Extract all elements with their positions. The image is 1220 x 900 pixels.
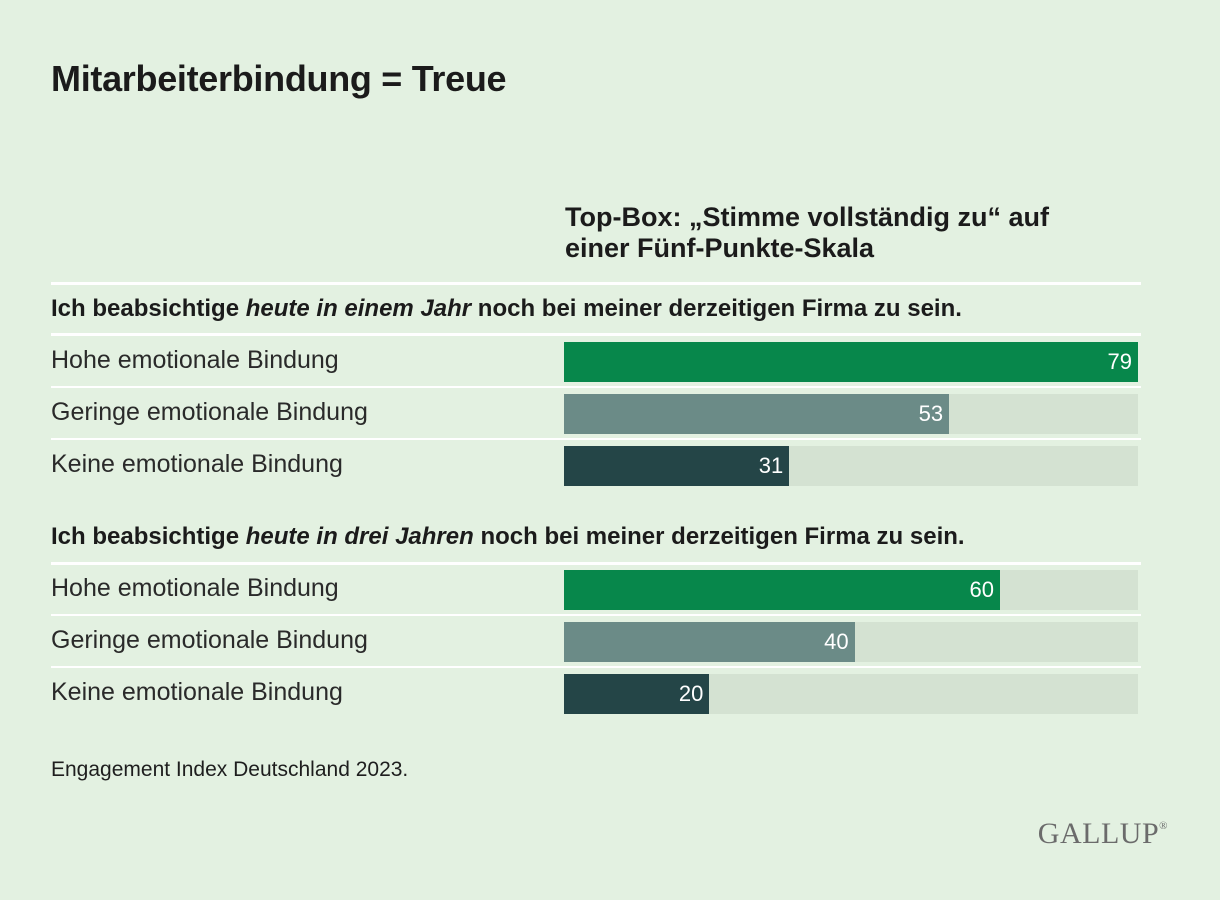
divider	[51, 282, 1141, 285]
bar-value-label: 60	[969, 577, 994, 602]
bar-track: 20	[564, 674, 1138, 714]
row-label: Keine emotionale Bindung	[51, 678, 343, 706]
divider	[51, 562, 1141, 565]
bar: 79	[564, 342, 1138, 382]
bar-value-label: 79	[1107, 349, 1132, 374]
bar-value-label: 20	[678, 681, 704, 706]
subtitle-line-1: Top-Box: „Stimme vollständig zu“ auf	[565, 202, 1050, 232]
divider	[51, 386, 1141, 388]
row-label: Hohe emotionale Bindung	[51, 346, 339, 374]
bar-track: 60	[564, 570, 1138, 610]
divider	[51, 614, 1141, 616]
bar: 40	[564, 622, 855, 662]
chart-subtitle: Top-Box: „Stimme vollständig zu“ auf ein…	[565, 202, 1125, 264]
group-title-three-years: Ich beabsichtige heute in drei Jahren no…	[51, 523, 965, 551]
bar: 53	[564, 394, 950, 434]
divider	[51, 438, 1141, 440]
bar: 20	[564, 674, 710, 714]
registered-mark-icon: ®	[1159, 820, 1168, 832]
bar-value-label: 40	[824, 629, 849, 654]
group-title-prefix: Ich beabsichtige	[51, 295, 246, 322]
bar-value-label: 31	[758, 453, 784, 478]
row-label: Geringe emotionale Bindung	[51, 398, 368, 426]
bar-value-label: 53	[918, 401, 944, 426]
group-title-emphasis: heute in einem Jahr	[245, 295, 472, 322]
group-title-suffix: noch bei meiner derzeitigen Firma zu sei…	[471, 295, 962, 322]
bar: 60	[564, 570, 1000, 610]
logo-text: GALLUP	[1037, 817, 1160, 850]
row-label: Keine emotionale Bindung	[51, 450, 343, 478]
bar-track: 40	[564, 622, 1138, 662]
group-title-emphasis: heute in drei Jahren	[245, 523, 474, 550]
bar-track: 53	[564, 394, 1138, 434]
chart-title: Mitarbeiterbindung = Treue	[51, 58, 507, 99]
divider	[51, 333, 1141, 336]
gallup-logo: GALLUP®	[1038, 817, 1168, 851]
subtitle-line-2: einer Fünf-Punkte-Skala	[565, 233, 875, 263]
group-title-one-year: Ich beabsichtige heute in einem Jahr noc…	[51, 295, 962, 323]
group-title-prefix: Ich beabsichtige	[51, 523, 246, 550]
bar-track: 31	[564, 446, 1138, 486]
row-label: Geringe emotionale Bindung	[51, 626, 368, 654]
row-label: Hohe emotionale Bindung	[51, 574, 339, 602]
bar: 31	[564, 446, 790, 486]
divider	[51, 666, 1141, 668]
source-note: Engagement Index Deutschland 2023.	[51, 758, 409, 781]
group-title-suffix: noch bei meiner derzeitigen Firma zu sei…	[473, 523, 965, 550]
bar-track: 79	[564, 342, 1138, 382]
